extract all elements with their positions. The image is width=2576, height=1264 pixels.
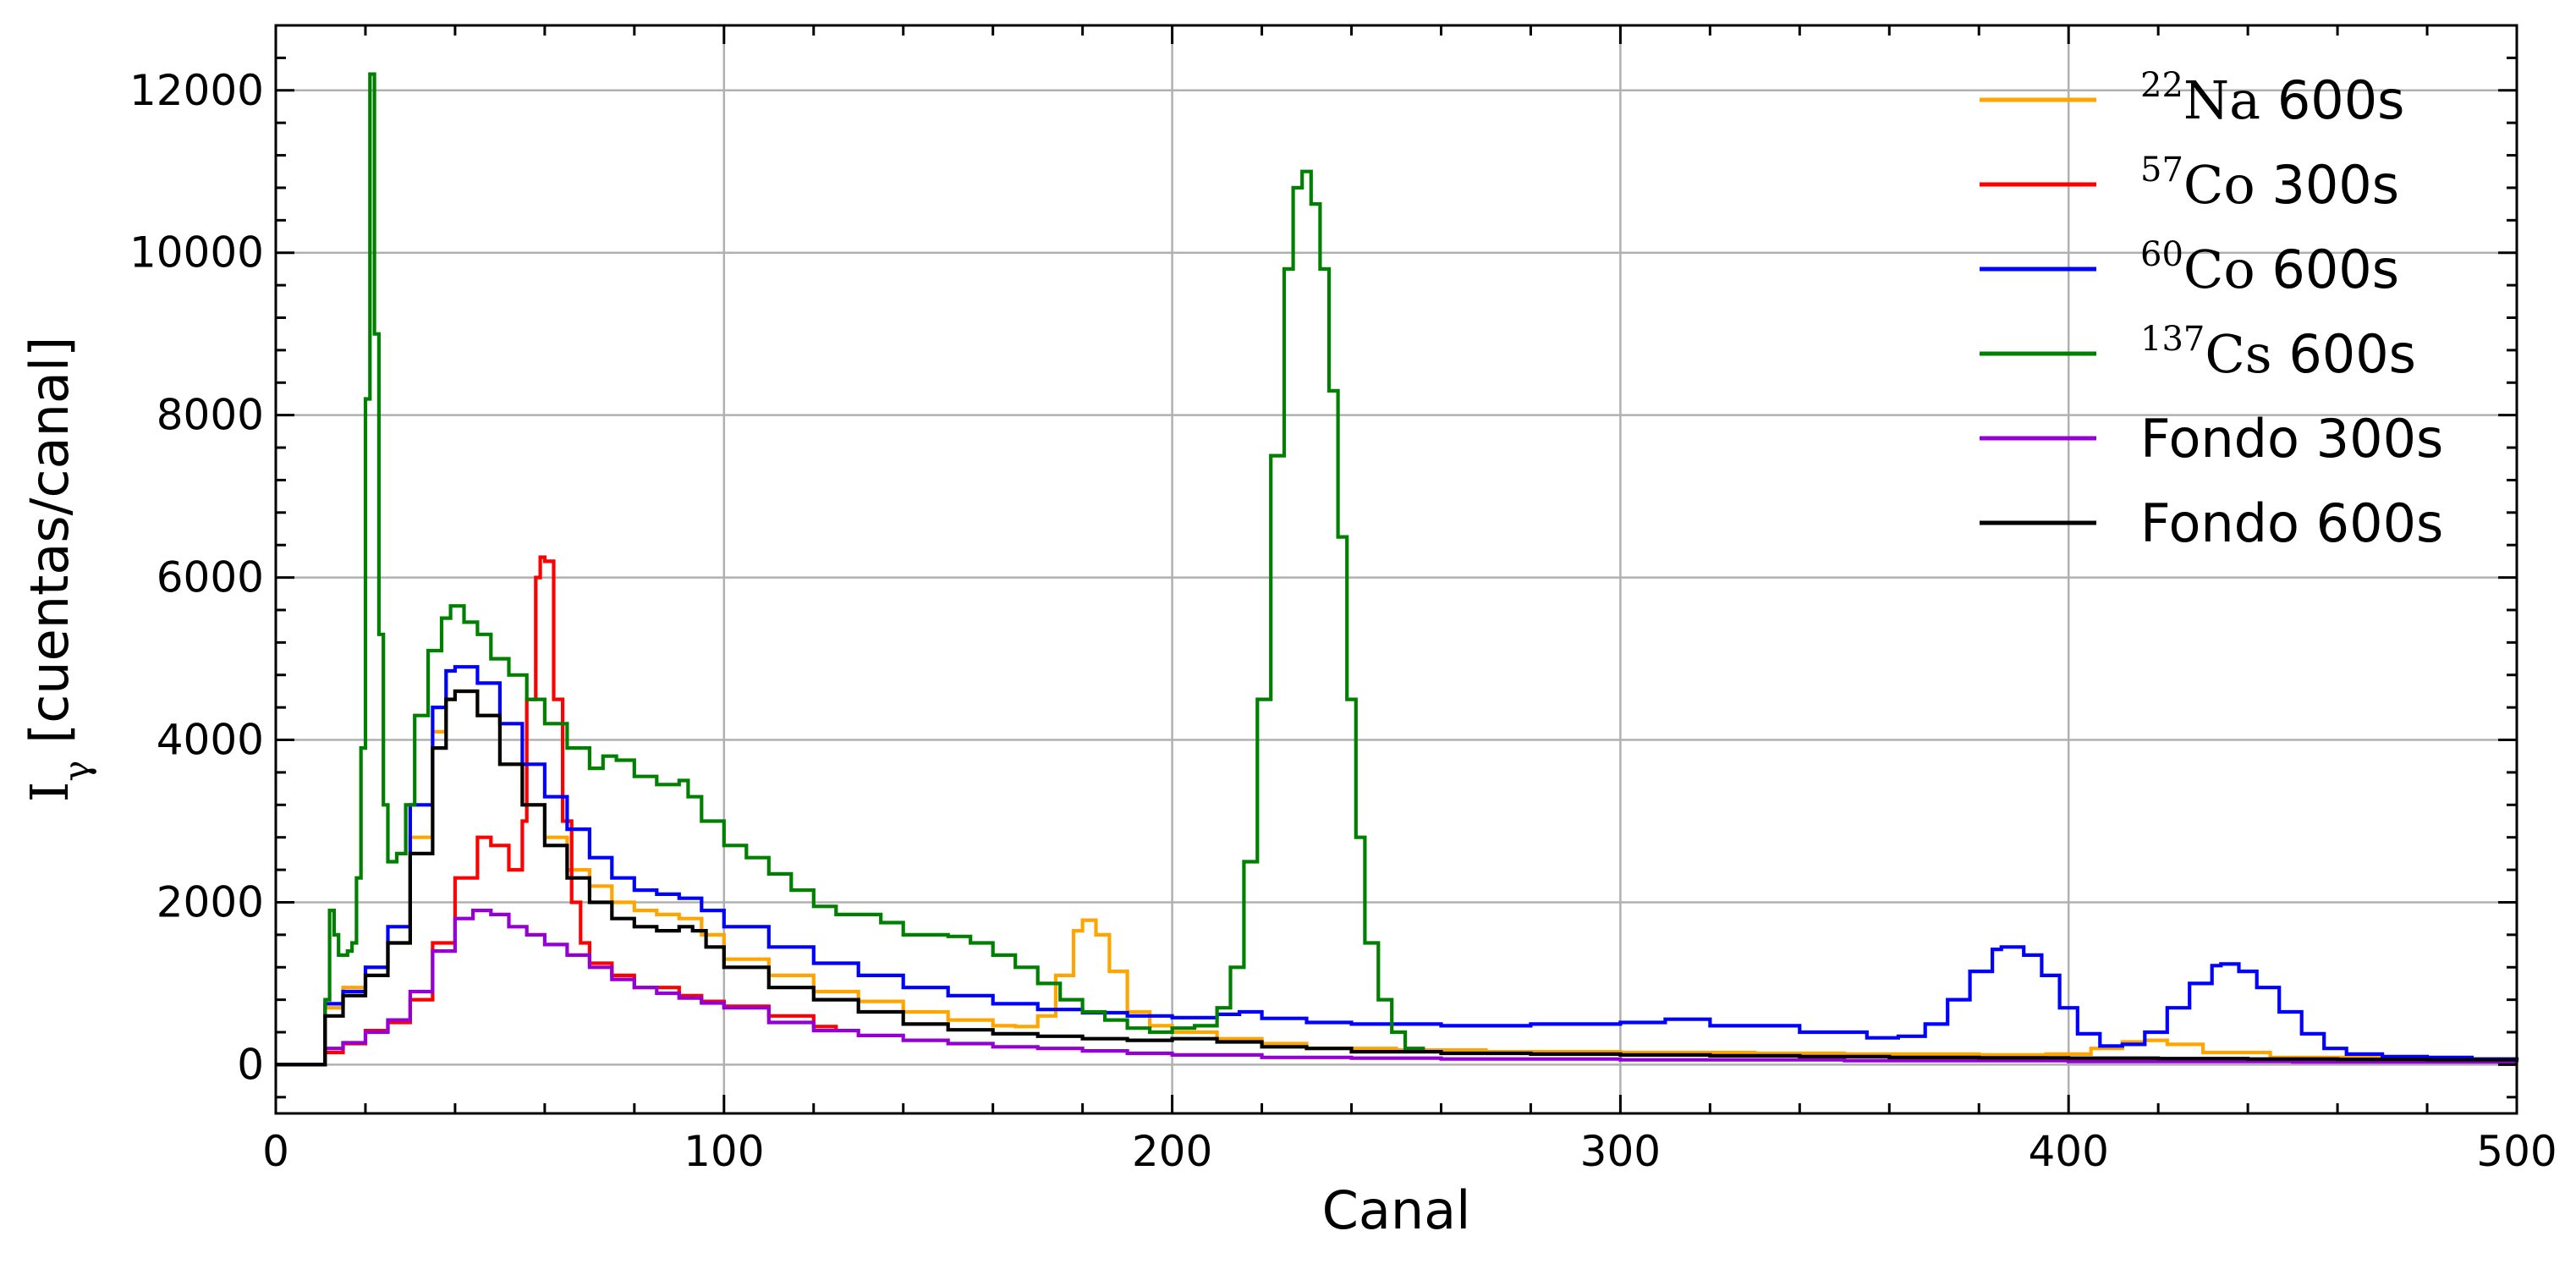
legend-isotope-symbol: Cs — [2205, 323, 2271, 385]
legend-time: 600s — [2272, 323, 2416, 385]
series-line-cs-600s — [276, 72, 1425, 1067]
legend-isotope-mass: 60 — [2140, 235, 2183, 274]
legend-isotope-mass: 57 — [2140, 151, 2183, 190]
legend-time: 600s — [2260, 69, 2404, 131]
y-tick-label: 4000 — [157, 716, 264, 765]
x-tick-label: 100 — [684, 1127, 764, 1176]
x-tick-label: 200 — [1132, 1127, 1212, 1176]
y-tick-label: 0 — [237, 1040, 264, 1089]
legend-time: Fondo 300s — [2140, 408, 2443, 470]
y-axis-label-main: I — [19, 782, 80, 803]
legend-isotope-mass: 137 — [2140, 320, 2205, 359]
legend-entry-fondo-600s: Fondo 600s — [2140, 492, 2443, 554]
legend-isotope-symbol: Co — [2183, 239, 2255, 300]
series-line-co-600s — [276, 665, 2519, 1067]
legend-isotope-mass: 22 — [2140, 66, 2183, 105]
y-tick-label: 2000 — [157, 877, 264, 926]
x-tick-label: 300 — [1580, 1127, 1661, 1176]
legend-isotope-symbol: Na — [2183, 69, 2260, 131]
legend-time: 600s — [2255, 239, 2399, 300]
legend-entry-co-600s: 60Co 600s — [2140, 235, 2399, 300]
series-layer — [276, 72, 2519, 1067]
legend-entry-na-600s: 22Na 600s — [2140, 66, 2404, 131]
y-tick-label: 12000 — [129, 66, 264, 115]
grid — [274, 25, 2518, 1113]
legend-isotope-symbol: Co — [2183, 154, 2255, 216]
x-tick-label: 0 — [262, 1127, 289, 1176]
tick-labels: 0 100 200 300 400 500 0 2000 4000 6000 8000 10000 12… — [129, 66, 2557, 1176]
x-axis-label: Canal — [1322, 1179, 1471, 1241]
y-tick-label: 6000 — [157, 553, 264, 602]
y-axis-label-units: [cuentas/canal] — [19, 337, 80, 761]
ticks — [274, 24, 2518, 1113]
legend-time: 300s — [2255, 154, 2399, 216]
plot-frame — [274, 24, 2518, 1115]
y-axis-label-subscript: γ — [56, 761, 97, 782]
y-axis-label: Iγ [cuentas/canal] — [19, 337, 97, 803]
x-tick-label: 500 — [2476, 1127, 2557, 1176]
y-tick-label: 8000 — [157, 391, 264, 440]
legend-time: Fondo 600s — [2140, 492, 2443, 554]
legend-entry-fondo-300s: Fondo 300s — [2140, 408, 2443, 470]
series-line-fondo-600s — [276, 689, 2519, 1067]
x-tick-label: 400 — [2028, 1127, 2108, 1176]
legend-entry-cs-600s: 137Cs 600s — [2140, 320, 2416, 385]
y-tick-label: 10000 — [129, 228, 264, 278]
legend-entry-co-300s: 57Co 300s — [2140, 151, 2399, 216]
series-line-fondo-300s — [276, 909, 2519, 1067]
